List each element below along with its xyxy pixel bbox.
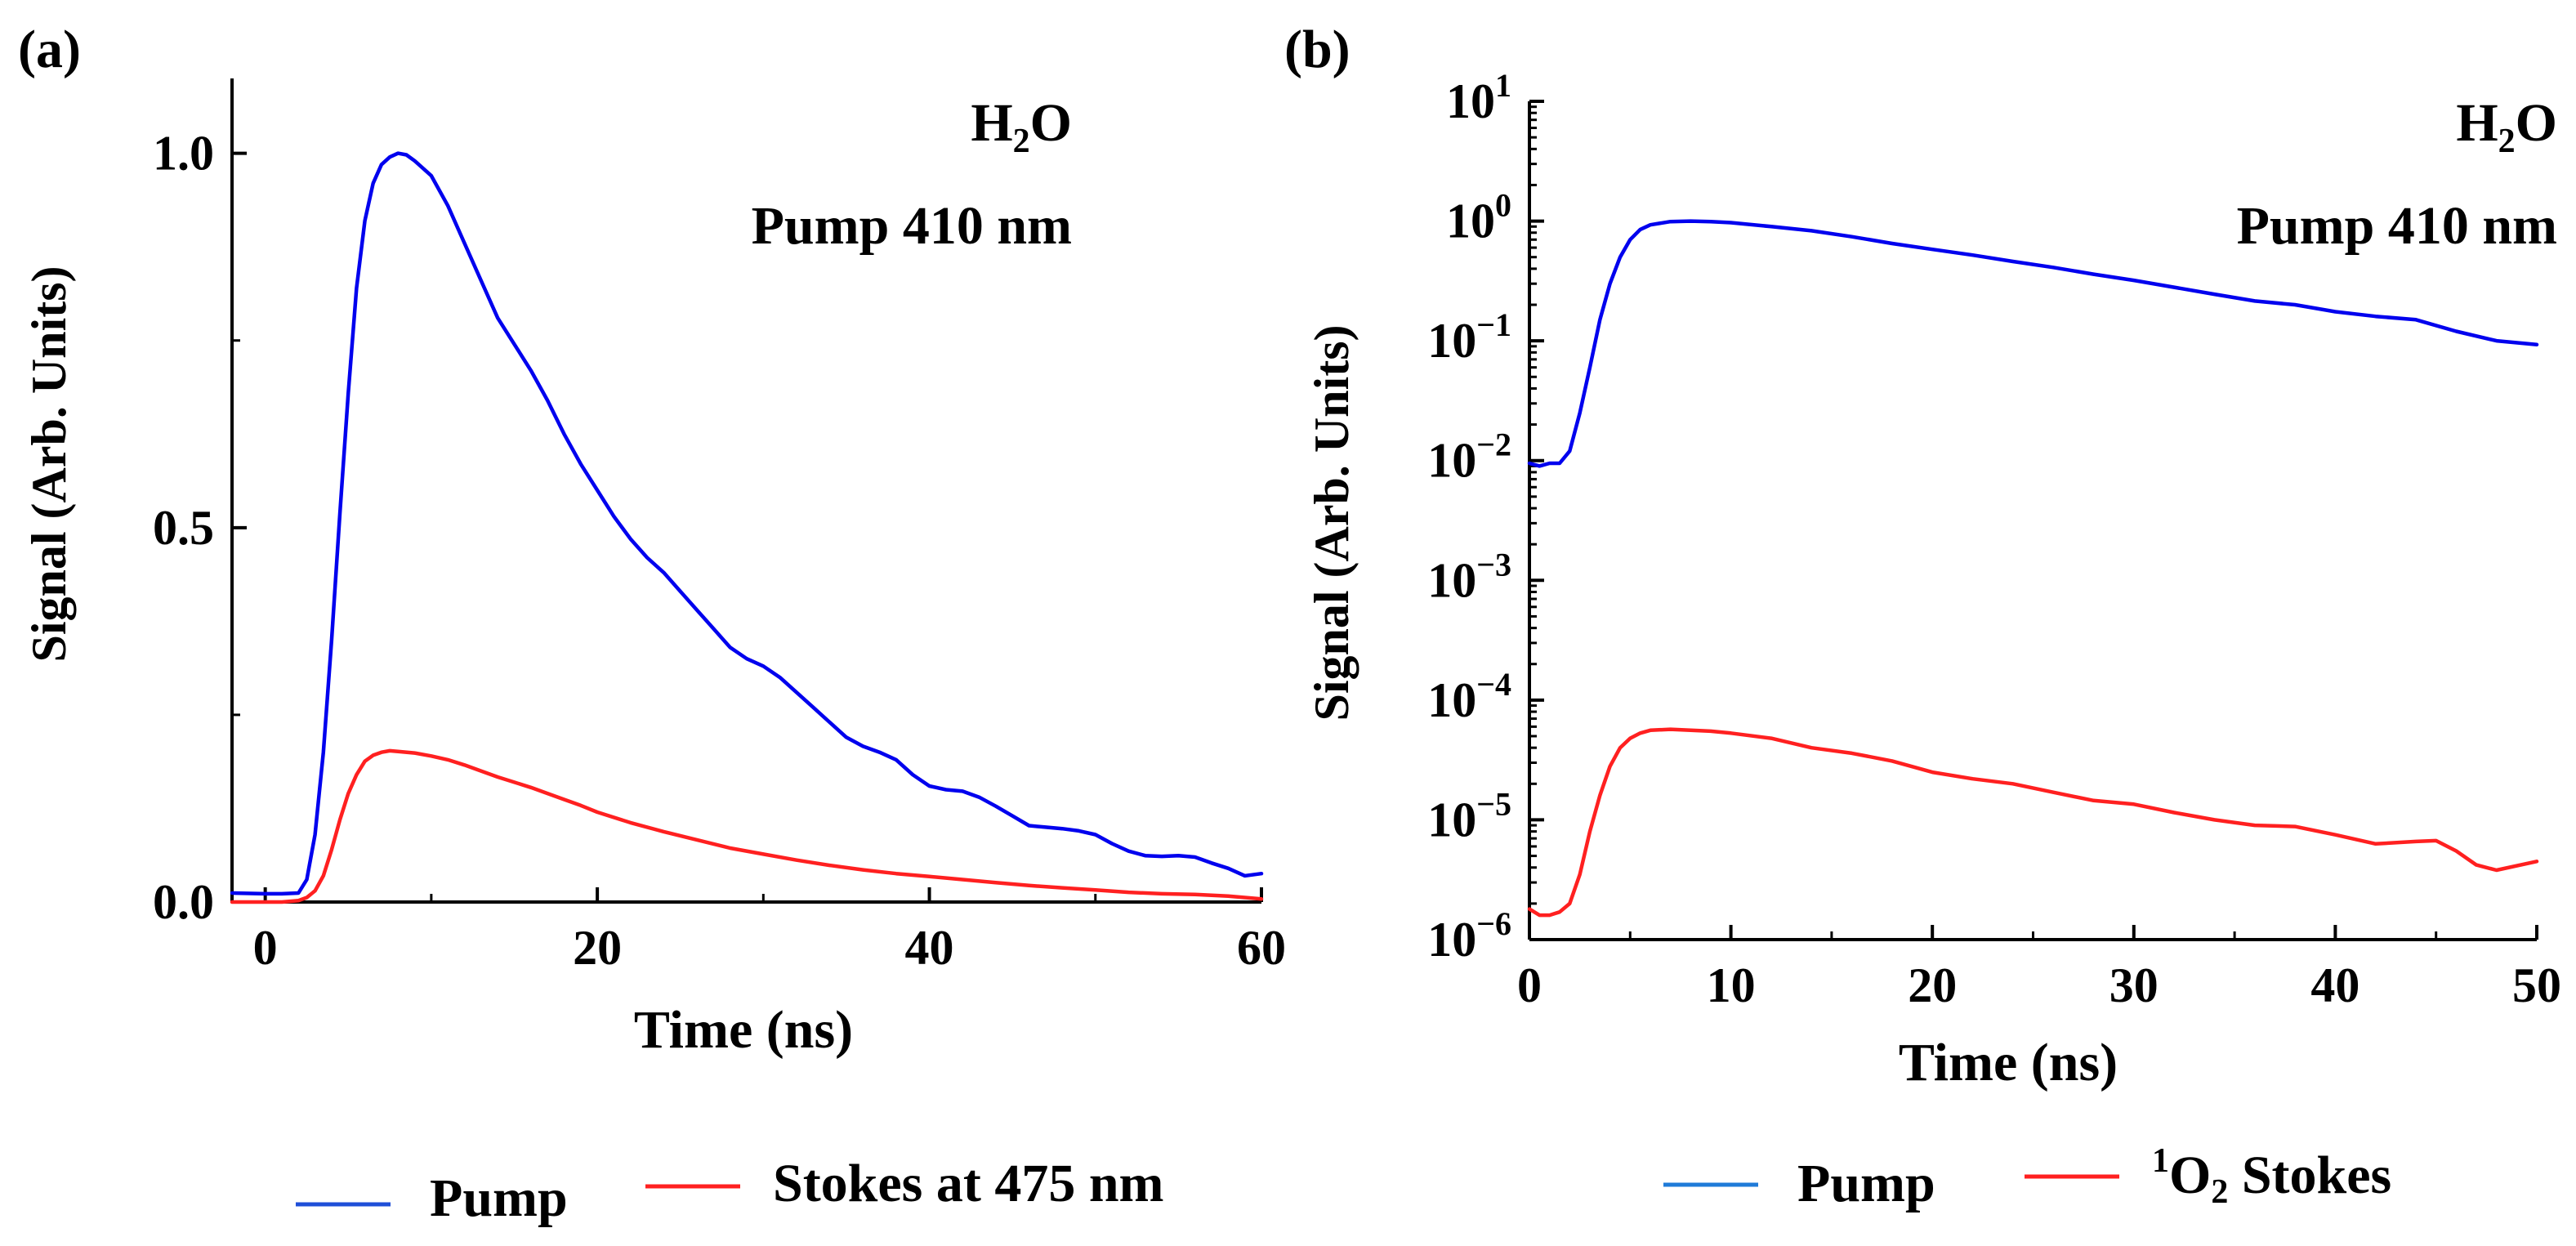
panel-a-y-axis-title: Signal (Arb. Units)	[22, 266, 76, 662]
panel-a-x-tick-label: 20	[573, 921, 622, 975]
panel-b-x-tick-label: 10	[1707, 958, 1756, 1012]
panel-b-y-tick-label: 10−6	[1427, 905, 1511, 967]
panel-a-species-label: H2O	[971, 93, 1072, 160]
panel-a-y-tick-label: 1.0	[153, 127, 214, 181]
panel-a-x-tick-label: 0	[253, 921, 278, 975]
panel-b-species-label: H2O	[2456, 93, 2557, 160]
panel-a-x-tick-label: 40	[905, 921, 954, 975]
panel-a-y-tick-label: 0.5	[153, 501, 214, 555]
panel-a-series-stokes-line	[230, 748, 1264, 904]
panel-a-x-axis-title: Time (ns)	[634, 1000, 853, 1060]
panel-b-y-tick-label: 10−1	[1427, 306, 1511, 368]
panel-b-x-tick-label: 40	[2310, 958, 2359, 1012]
panel-b-label: (b)	[1284, 20, 1351, 79]
panel-a-curves	[230, 151, 1264, 904]
panel-b-x-tick-label: 30	[2109, 958, 2159, 1012]
panel-b-x-tick-label: 50	[2512, 958, 2561, 1012]
panel-b-y-tick-label: 10−5	[1427, 785, 1511, 846]
panel-a: (a) H2O Pump 410 nm Signal (Arb. Units) …	[18, 20, 1286, 1060]
legend-b-stokes-label: 1O2 Stokes	[2152, 1142, 2391, 1211]
panel-a-series-pump-line	[230, 151, 1264, 896]
panel-b-x-tick-label: 0	[1517, 958, 1542, 1012]
panel-b-y-tick-label: 10−3	[1427, 546, 1511, 607]
panel-a-y-ticks: 0.0 0.5 1.0	[153, 127, 247, 929]
panel-a-x-ticks: 0 20 40 60	[253, 887, 1286, 975]
panel-b-x-axis-title: Time (ns)	[1899, 1033, 2118, 1092]
panel-a-x-tick-label: 60	[1237, 921, 1286, 975]
panel-b-series-pump-line	[1527, 219, 2539, 468]
panel-b-series-stokes-line	[1527, 727, 2539, 918]
panel-b-y-tick-label: 100	[1446, 187, 1511, 248]
panel-a-pump-label: Pump 410 nm	[752, 196, 1072, 256]
panel-b: (b) H2O Pump 410 nm Signal (Arb. Units) …	[1284, 20, 2561, 1092]
legend-a-stokes-label: Stokes at 475 nm	[773, 1154, 1164, 1213]
legend-a: Pump Stokes at 475 nm	[296, 1154, 1164, 1228]
panel-a-label: (a)	[18, 20, 81, 79]
legend-b: Pump 1O2 Stokes	[1663, 1142, 2391, 1213]
panel-b-y-ticks: 10−6 10−5 10−4 10−3 10−2 10−1 100 101	[1427, 67, 1544, 967]
panel-b-y-tick-label: 10−2	[1427, 426, 1511, 488]
panel-b-x-tick-label: 20	[1908, 958, 1957, 1012]
legend-b-pump-label: Pump	[1797, 1154, 1935, 1213]
panel-a-y-tick-label: 0.0	[153, 875, 214, 929]
legend-a-pump-label: Pump	[430, 1168, 568, 1228]
panel-b-curves	[1527, 219, 2539, 918]
panel-b-y-tick-label: 10−4	[1427, 666, 1511, 727]
panel-b-x-ticks: 0 10 20 30 40 50	[1517, 925, 2561, 1012]
panel-b-pump-label: Pump 410 nm	[2237, 196, 2557, 256]
panel-b-y-axis-title: Signal (Arb. Units)	[1305, 324, 1359, 721]
panel-b-y-tick-label: 101	[1446, 67, 1511, 128]
